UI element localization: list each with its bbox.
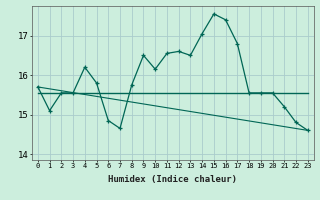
- X-axis label: Humidex (Indice chaleur): Humidex (Indice chaleur): [108, 175, 237, 184]
